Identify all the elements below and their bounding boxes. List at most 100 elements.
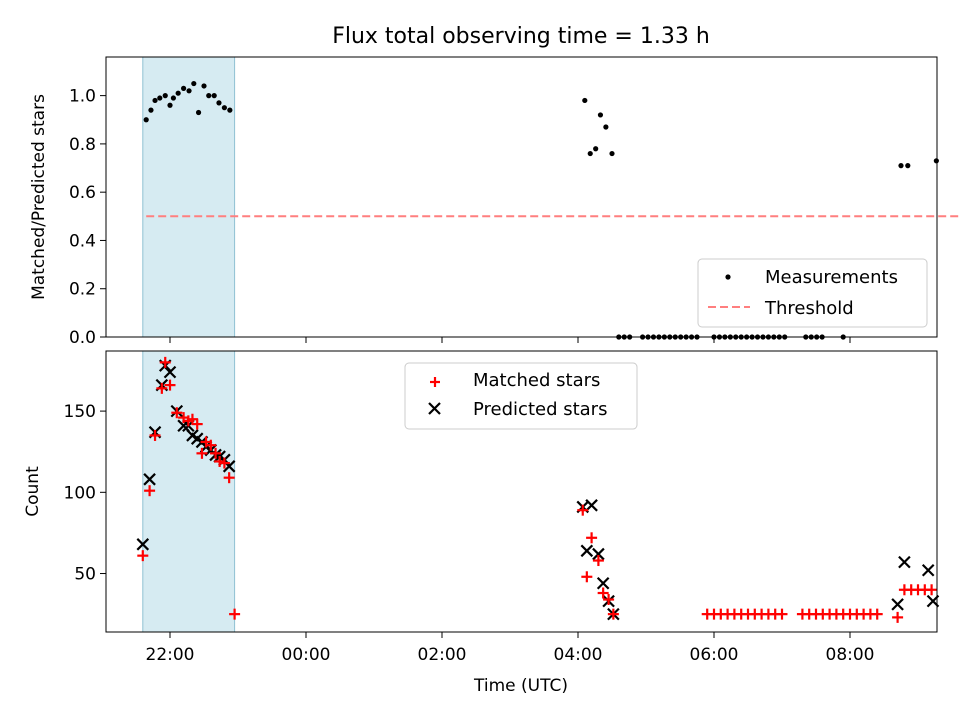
measurement-point <box>170 95 176 101</box>
matched-star-marker <box>149 429 161 441</box>
top-y-tick-label: 0.4 <box>69 231 96 251</box>
top-legend: Measurements Threshold <box>697 258 928 328</box>
top-y-axis: 0.0 0.2 0.4 0.6 0.8 1.0 <box>69 87 106 348</box>
matched-star-marker <box>926 584 938 596</box>
matched-star-marker <box>137 550 149 562</box>
bottom-legend: Matched stars Predicted stars <box>404 362 638 430</box>
matched-star-marker <box>191 418 203 430</box>
legend-threshold-label: Threshold <box>764 298 854 319</box>
matched-star-marker <box>597 587 609 599</box>
matched-star-marker <box>229 608 241 620</box>
measurement-point <box>582 97 588 104</box>
bottom-y-tick-label: 100 <box>64 483 96 503</box>
bottom-y-tick-label: 150 <box>64 402 96 422</box>
measurement-point <box>905 163 911 169</box>
bottom-x-axis: 22:00 00:00 02:00 04:00 06:00 08:00 <box>146 632 875 665</box>
measurement-point <box>148 107 154 113</box>
measurement-point <box>216 100 222 106</box>
matched-star-markers <box>137 356 938 623</box>
measurement-point <box>162 93 168 99</box>
matched-star-marker <box>205 439 217 451</box>
measurement-point <box>593 146 599 152</box>
top-panel: 0.0 0.2 0.4 0.6 0.8 1.0 Matched/Predicted sta… <box>29 56 960 348</box>
top-legend-box <box>697 258 928 328</box>
top-y-tick-label: 0.2 <box>69 280 96 300</box>
predicted-star-marker <box>596 576 610 590</box>
matched-star-marker <box>892 611 904 623</box>
matched-star-marker <box>607 608 619 620</box>
measurement-point <box>587 150 593 157</box>
measurement-point <box>206 93 212 99</box>
matched-star-marker <box>586 532 598 544</box>
top-plot-frame <box>105 56 938 338</box>
measurement-point <box>597 112 604 118</box>
predicted-star-marker <box>136 538 150 551</box>
measurement-point <box>191 80 197 87</box>
top-x-axis <box>169 337 851 343</box>
legend-predicted-marker <box>428 402 441 415</box>
measurement-point <box>603 124 609 130</box>
predicted-star-marker <box>143 473 156 486</box>
predicted-star-marker <box>592 547 605 561</box>
top-y-tick-label: 0.6 <box>69 183 96 203</box>
measurement-point <box>157 95 163 101</box>
measurement-point <box>609 150 615 157</box>
measurement-point <box>898 163 904 169</box>
measurement-point <box>181 85 187 91</box>
bottom-y-tick-label: 50 <box>74 565 96 585</box>
matched-star-marker <box>218 457 230 469</box>
measurement-point <box>211 93 217 99</box>
matched-star-marker <box>581 571 593 583</box>
matched-star-marker <box>156 382 168 394</box>
measurement-point <box>201 83 207 89</box>
measurement-point <box>195 109 202 116</box>
predicted-star-marker <box>580 544 594 558</box>
matched-star-marker <box>592 555 604 567</box>
bottom-x-tick-label: 00:00 <box>282 645 331 665</box>
matched-star-marker <box>171 407 183 419</box>
matched-star-marker <box>159 356 171 368</box>
legend-predicted-label: Predicted stars <box>473 399 607 420</box>
predicted-star-marker <box>898 555 911 569</box>
bottom-y-axis: 50 100 150 <box>64 402 106 585</box>
observing-window-shade-bottom <box>142 350 236 633</box>
matched-star-marker <box>196 447 208 459</box>
matched-star-marker <box>776 608 788 620</box>
bottom-x-tick-label: 06:00 <box>690 645 739 665</box>
measurement-point <box>167 102 173 108</box>
legend-matched-marker <box>430 377 440 387</box>
measurement-point <box>227 107 233 113</box>
measurement-points <box>143 80 939 340</box>
measurement-point <box>175 90 181 96</box>
x-axis-label: Time (UTC) <box>473 676 568 696</box>
top-y-tick-label: 1.0 <box>69 87 96 107</box>
figure-title: Flux total observing time = 1.33 h <box>332 24 710 49</box>
matched-star-marker <box>164 379 176 391</box>
predicted-star-marker <box>585 499 598 512</box>
matched-star-marker <box>603 594 615 606</box>
bottom-y-axis-label: Count <box>23 466 43 517</box>
predicted-star-marker <box>163 365 177 379</box>
bottom-x-tick-label: 02:00 <box>418 645 467 665</box>
measurement-point <box>221 105 227 111</box>
matched-star-marker <box>871 608 883 620</box>
legend-measurements-marker <box>725 274 731 280</box>
matched-star-marker <box>223 472 235 484</box>
legend-measurements-label: Measurements <box>765 267 898 288</box>
predicted-star-marker <box>891 598 904 611</box>
measurement-point <box>186 88 192 94</box>
measurement-point <box>143 117 149 123</box>
measurement-point <box>152 97 158 104</box>
measurement-point <box>933 158 939 164</box>
bottom-x-tick-label: 04:00 <box>554 645 603 665</box>
matched-star-marker <box>144 485 156 497</box>
predicted-star-marker <box>921 563 935 577</box>
bottom-x-tick-label: 22:00 <box>146 645 195 665</box>
bottom-legend-box <box>404 362 638 430</box>
matched-star-marker <box>210 447 222 459</box>
legend-matched-label: Matched stars <box>473 370 600 391</box>
top-y-tick-label: 0.8 <box>69 135 96 155</box>
top-y-tick-label: 0.0 <box>69 328 96 348</box>
